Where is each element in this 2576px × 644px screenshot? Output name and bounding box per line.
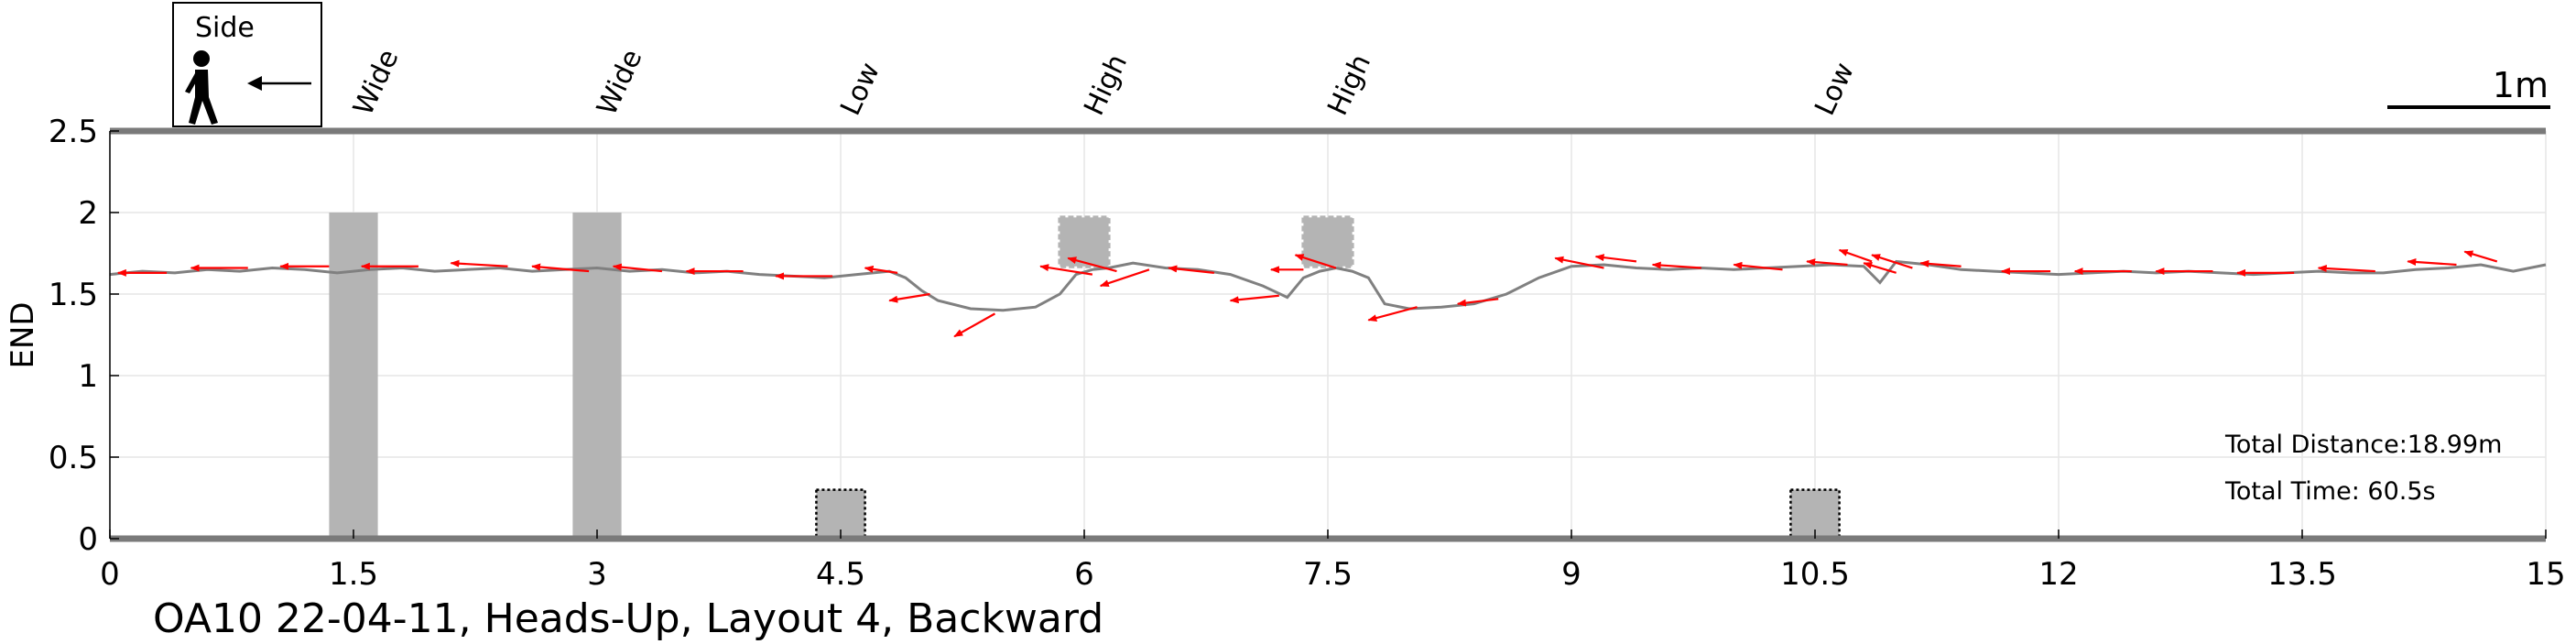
x-tick-label: 4.5	[816, 556, 865, 593]
direction-arrow	[1838, 248, 1873, 263]
y-axis-label: END	[5, 301, 41, 368]
obstacle-wide	[329, 213, 378, 539]
direction-arrow	[1554, 256, 1604, 269]
obstacle-label: High	[1321, 49, 1377, 120]
direction-arrow	[1039, 264, 1093, 276]
y-tick-label: 1	[78, 358, 98, 395]
x-tick-label: 9	[1561, 556, 1581, 593]
direction-arrow	[1651, 261, 1701, 269]
y-tick-label: 2.5	[49, 114, 98, 150]
y-tick-labels: 0 0.5 1 1.5 2 2.5	[49, 114, 98, 558]
side-legend: Side	[172, 2, 322, 127]
obstacle-label: Low	[834, 58, 886, 120]
direction-arrow	[864, 265, 898, 274]
direction-arrow	[1294, 254, 1337, 269]
y-tick-label: 1.5	[49, 277, 98, 313]
obstacle-high	[1058, 215, 1111, 268]
direction-arrow	[450, 259, 508, 267]
direction-arrow	[888, 292, 930, 303]
y-tick-label: 0.5	[49, 440, 98, 476]
x-tick-label: 0	[100, 556, 120, 593]
direction-arrow	[1099, 268, 1150, 288]
direction-arrow	[1229, 294, 1279, 304]
direction-arrow	[1871, 254, 1913, 269]
obstacles	[329, 213, 1841, 540]
total-distance-text: Total Distance:18.99m	[2224, 431, 2502, 459]
x-tick-label: 3	[587, 556, 607, 593]
direction-arrow	[2463, 250, 2498, 263]
x-tick-label: 13.5	[2267, 556, 2337, 593]
x-tick-label: 1.5	[329, 556, 378, 593]
obstacle-wide	[572, 213, 622, 539]
obstacle-labels: Wide Wide Low High High Low	[347, 45, 1861, 121]
direction-arrow	[1733, 261, 1783, 271]
direction-arrow	[1919, 259, 1962, 267]
scale-bar-label: 1m	[2493, 65, 2549, 105]
obstacle-label: High	[1078, 49, 1134, 120]
direction-arrow	[1168, 265, 1214, 274]
obstacle-high	[1301, 215, 1354, 268]
x-tick-label: 15	[2526, 556, 2565, 593]
x-tick-labels: 0 1.5 3 4.5 6 7.5 9 10.5 12 13.5 15	[100, 556, 2565, 593]
direction-arrow	[1594, 254, 1637, 263]
total-time-text: Total Time: 60.5s	[2224, 477, 2436, 506]
direction-arrow	[1863, 261, 1897, 274]
direction-arrow	[531, 263, 590, 273]
direction-arrow	[2317, 265, 2375, 273]
direction-arrow	[1806, 258, 1848, 267]
direction-arrows	[116, 248, 2498, 338]
walking-person-icon	[185, 50, 218, 125]
legend-label: Side	[195, 12, 255, 44]
left-arrow-icon	[247, 76, 311, 91]
x-tick-label: 10.5	[1780, 556, 1850, 593]
x-tick-label: 7.5	[1303, 556, 1353, 593]
x-tick-label: 6	[1074, 556, 1094, 593]
direction-arrow	[1456, 298, 1499, 307]
direction-arrow	[612, 263, 663, 273]
obstacle-label: Wide	[591, 45, 648, 121]
direction-arrow	[1367, 306, 1418, 322]
x-tick-label: 12	[2038, 556, 2078, 593]
obstacle-label: Wide	[347, 45, 405, 121]
chart-caption: OA10 22-04-11, Heads-Up, Layout 4, Backw…	[153, 595, 1103, 642]
direction-arrow	[2407, 258, 2457, 267]
obstacle-label: Low	[1809, 58, 1861, 120]
scale-bar: 1m	[2387, 65, 2550, 109]
direction-arrow	[953, 312, 996, 338]
y-tick-label: 0	[78, 521, 98, 558]
direction-arrow	[1067, 257, 1117, 273]
y-tick-label: 2	[78, 195, 98, 232]
axes	[109, 127, 2547, 542]
